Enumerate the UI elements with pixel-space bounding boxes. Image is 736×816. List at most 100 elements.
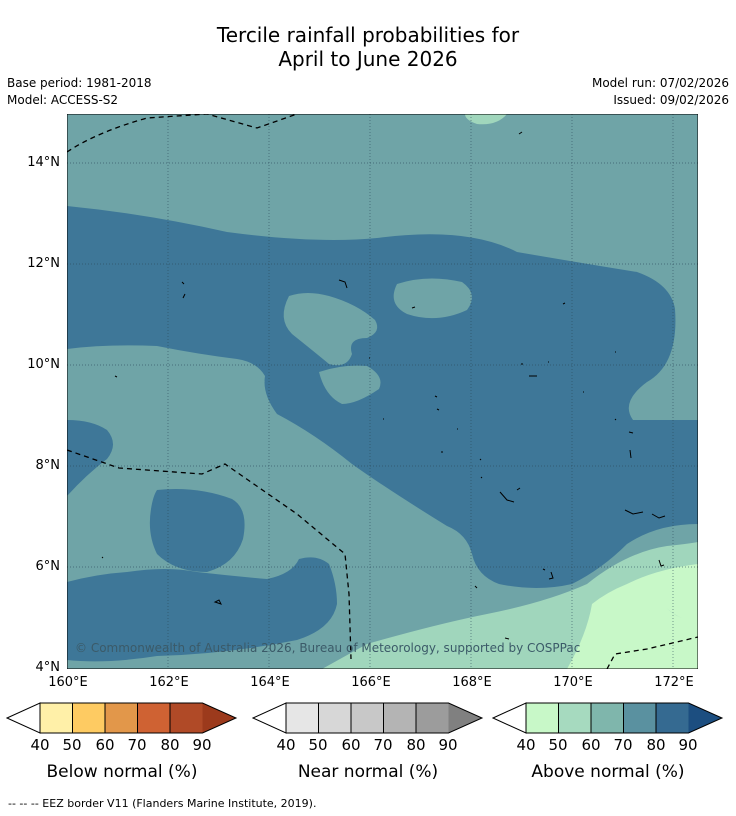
colorbar-label: 40 [516,736,536,754]
colorbar-title-below: Below normal (%) [46,762,198,782]
region-above-70-west [67,420,113,496]
colorbar-label: 50 [548,736,568,754]
colorbar-over-triangle [202,703,236,733]
colorbar-swatch [383,703,416,733]
island [411,306,416,309]
colorbar-label: 70 [127,736,147,754]
colorbar-swatch [318,703,351,733]
island [614,418,634,459]
region-above-70-south [67,557,337,662]
colorbar-swatch [286,703,319,733]
colorbar-label: 90 [678,736,698,754]
chart-title-line1: Tercile rainfall probabilities for [216,23,520,47]
region-above-70-southwest [149,489,245,572]
colorbar-below-normal [6,702,238,734]
lat-tick-4n: 4°N [35,660,61,675]
island [338,279,348,289]
issued-date: Issued: 09/02/2026 [613,93,729,107]
island [521,361,549,377]
island [181,281,186,299]
region-above-50-top2 [465,114,507,125]
colorbar-swatch [656,703,689,733]
region-above-60-hole-a [283,293,378,366]
island [583,351,616,393]
lat-tick-8n: 8°N [35,458,61,473]
colorbar-label: 50 [62,736,82,754]
colorbar-under-triangle [252,702,287,734]
colorbar-label: 80 [406,736,426,754]
island [474,585,478,589]
island [562,302,566,305]
colorbar-label: 90 [438,736,458,754]
island [499,487,521,503]
base-period: Base period: 1981-2018 [7,76,152,90]
island [658,559,665,567]
colorbar-swatch [137,703,170,733]
colorbar-label: 40 [276,736,296,754]
island [101,556,104,559]
lat-tick-14n: 14°N [27,155,60,170]
colorbar-swatch [351,703,384,733]
colorbar-label: 90 [192,736,212,754]
model-name: Model: ACCESS-S2 [7,93,119,107]
colorbar-under-triangle [6,702,41,734]
colorbar-above-normal [492,702,724,734]
island [383,395,440,420]
region-above-60-hole-c [319,365,381,404]
region-above-70-band [67,206,698,588]
colorbar-swatch [170,703,203,733]
colorbar-label: 40 [30,736,50,754]
colorbar-swatch [623,703,656,733]
colorbar-title-above: Above normal (%) [531,762,685,782]
colorbar-swatch [591,703,624,733]
island [542,568,554,580]
lon-tick-164e: 164°E [250,675,290,690]
island [441,428,458,453]
colorbar-label: 70 [613,736,633,754]
region-above-40-southeast-b [627,564,698,624]
model-run: Model run: 07/02/2026 [591,76,729,90]
colorbar-swatch [105,703,138,733]
region-above-60-hole-d [249,377,265,383]
chart-title-line2: April to June 2026 [278,47,458,71]
colorbar-label: 60 [95,736,115,754]
region-above-60-hole-b [393,278,472,319]
colorbar-near-normal [252,702,484,734]
colorbar-swatch [558,703,591,733]
lon-tick-170e: 170°E [553,675,593,690]
lon-tick-172e: 172°E [654,675,694,690]
eez-border-west [67,449,352,660]
eez-footnote: -- -- -- EEZ border V11 (Flanders Marine… [8,797,317,810]
lat-tick-12n: 12°N [27,256,60,271]
colorbar-title-near: Near normal (%) [297,762,439,782]
colorbar-under-triangle [492,702,527,734]
colorbar-over-triangle [688,703,722,733]
copyright-notice: © Commonwealth of Australia 2026, Bureau… [75,641,581,655]
colorbar-label: 80 [646,736,666,754]
colorbar-label: 60 [581,736,601,754]
island [213,599,222,605]
lat-tick-6n: 6°N [35,559,61,574]
colorbar-label: 70 [373,736,393,754]
lat-tick-10n: 10°N [27,357,60,372]
island [518,131,523,135]
colorbar-label: 60 [341,736,361,754]
region-above-40-southeast [567,583,698,669]
island [624,509,666,519]
island [504,637,510,640]
lon-tick-168e: 168°E [452,675,492,690]
colorbar-swatch [72,703,105,733]
colorbar-over-triangle [448,703,482,733]
colorbar-label: 80 [160,736,180,754]
lon-tick-160e: 160°E [48,675,88,690]
island [479,458,483,479]
eez-border-north [67,114,298,153]
map-panel [67,114,698,669]
lon-tick-166e: 166°E [351,675,391,690]
colorbar-swatch [416,703,449,733]
colorbar-swatch [526,703,559,733]
colorbar-label: 50 [308,736,328,754]
eez-border-southeast [606,636,698,669]
lon-tick-162e: 162°E [149,675,189,690]
island [114,375,118,378]
